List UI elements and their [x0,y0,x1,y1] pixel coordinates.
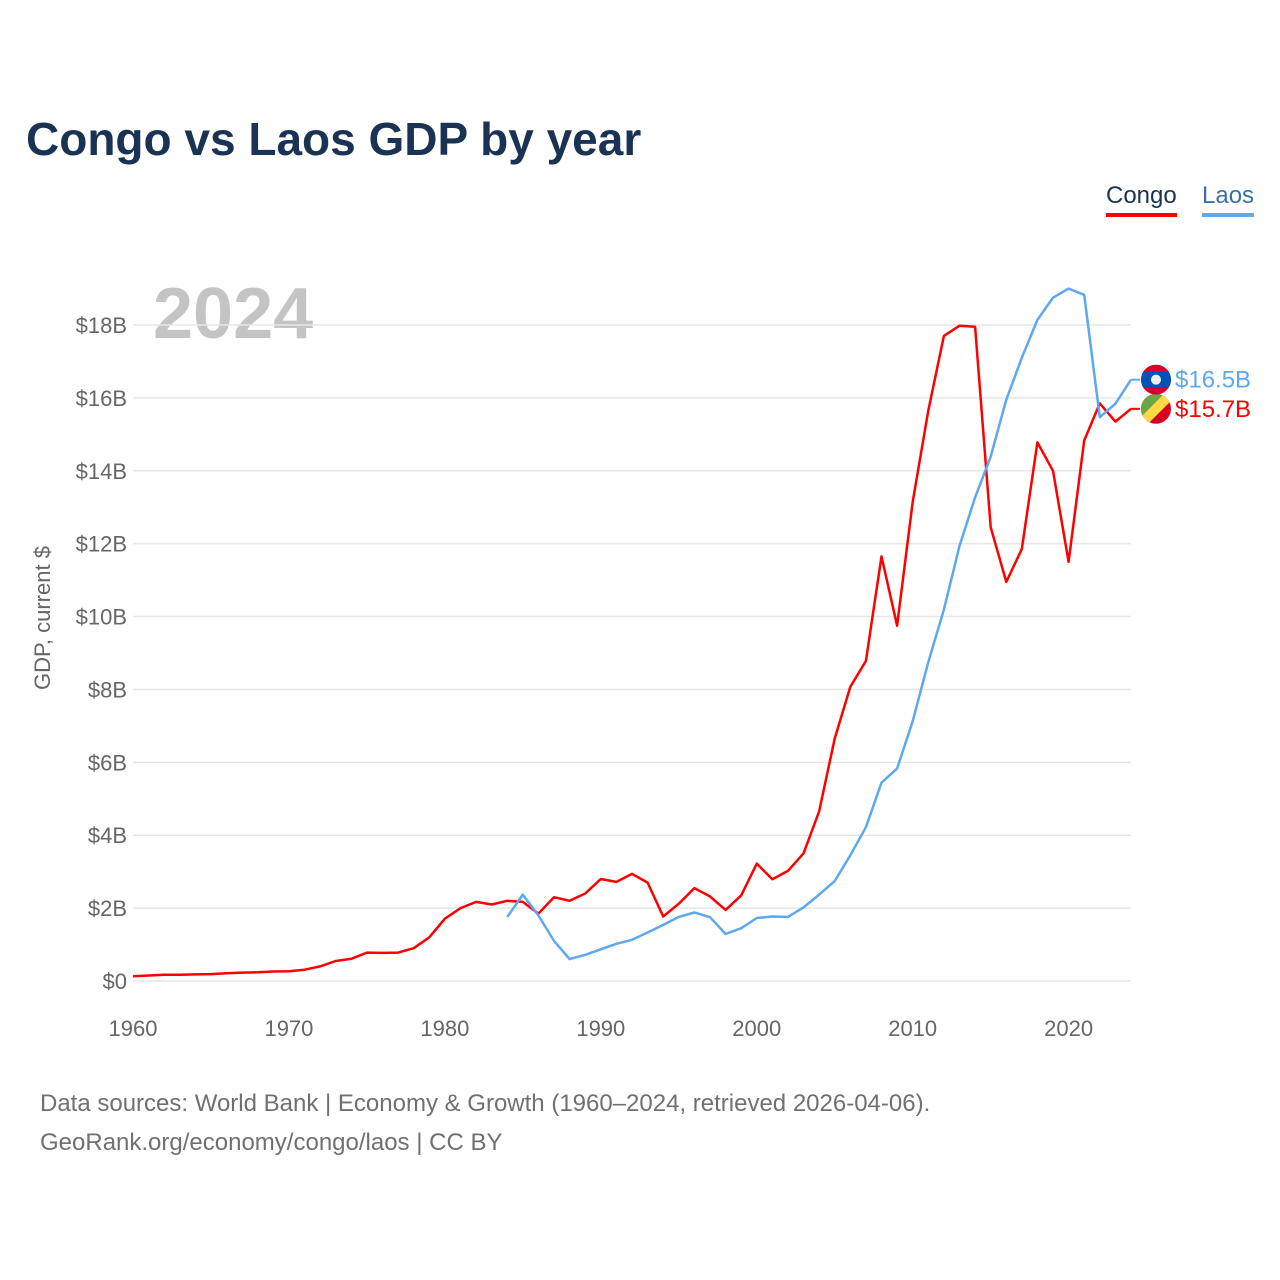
y-tick-label: $0 [103,969,127,994]
series-line-congo [132,324,1132,978]
chart-title: Congo vs Laos GDP by year [26,113,642,165]
end-value-label-congo: $15.7B [1175,396,1251,423]
y-tick-label: $10B [76,605,127,630]
y-tick-label: $12B [76,532,127,557]
year-watermark: 2024 [153,274,313,354]
end-value-label-laos: $16.5B [1175,367,1251,394]
y-tick-label: $6B [88,750,127,775]
source-line-1: Data sources: World Bank | Economy & Gro… [40,1090,931,1117]
series-line-laos [506,287,1133,961]
source-note: Data sources: World Bank | Economy & Gro… [40,1084,930,1162]
legend-laos[interactable]: Laos [1202,182,1255,217]
legend-congo[interactable]: Congo [1106,182,1177,217]
x-tick-label: 1960 [109,1016,158,1041]
y-tick-label: $8B [88,677,127,702]
x-tick-label: 1970 [264,1016,313,1041]
y-tick-label: $2B [88,896,127,921]
y-tick-label: $4B [88,823,127,848]
x-tick-label: 1990 [576,1016,625,1041]
y-axis-label: GDP, current $ [30,546,55,690]
x-tick-label: 2010 [888,1016,937,1041]
source-line-2[interactable]: GeoRank.org/economy/congo/laos | CC BY [40,1129,503,1156]
y-tick-label: $14B [76,459,127,484]
x-tick-label: 1980 [420,1016,469,1041]
congo-flag-yellow [1141,393,1171,424]
y-tick-label: $16B [76,386,127,411]
x-tick-label: 2000 [732,1016,781,1041]
x-tick-label: 2020 [1044,1016,1093,1041]
laos-flag-disc [1151,374,1161,385]
y-tick-label: $18B [76,313,127,338]
